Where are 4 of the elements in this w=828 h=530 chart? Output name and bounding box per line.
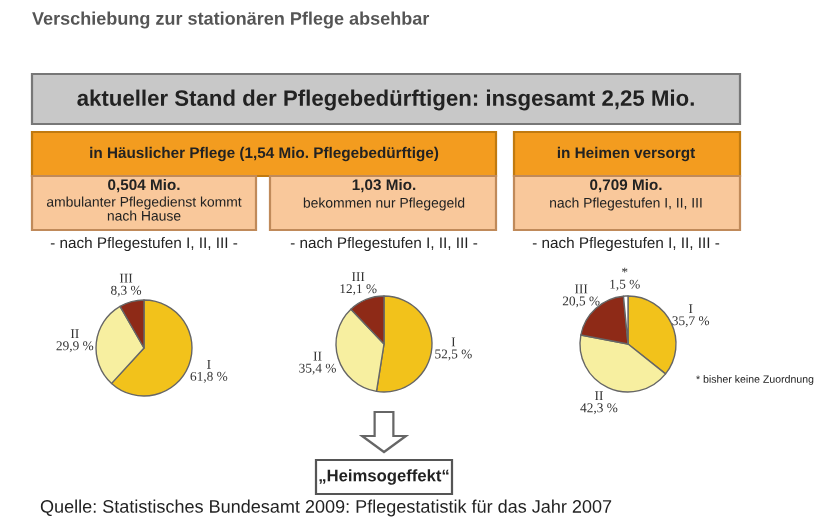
chart-title: Verschiebung zur stationären Pflege absehbar xyxy=(32,11,430,29)
source-note: Quelle: Statistisches Bundesamt 2009: Pflegestatistik für das Jahr 2007 xyxy=(40,499,612,517)
text: aktueller Stand der Pflegebedürftigen: insgesamt 2,25 Mio. xyxy=(77,89,694,111)
text: „Heimsogeffekt“ xyxy=(319,469,449,485)
